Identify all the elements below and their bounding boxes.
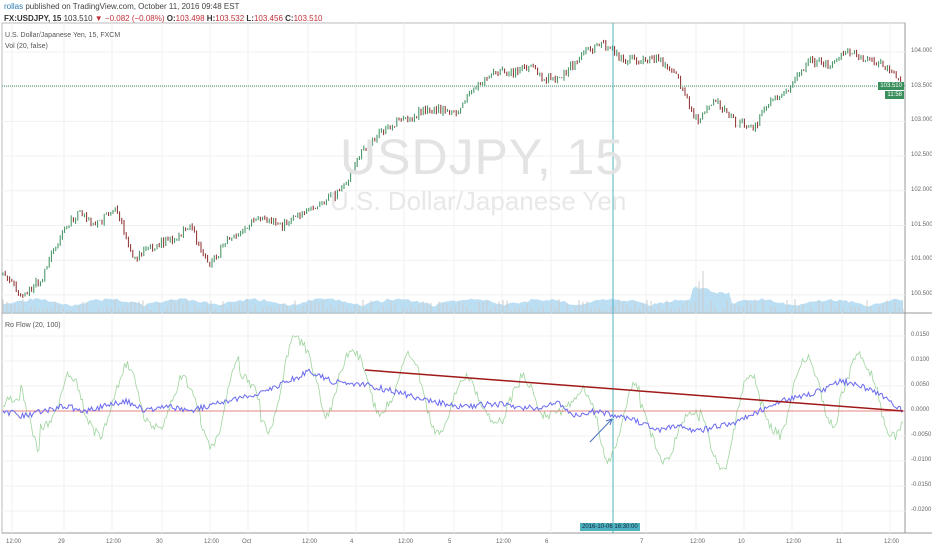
- ro-flow-line: [2, 368, 904, 434]
- price-tick: 104.000: [911, 48, 932, 54]
- open-label: O:: [166, 14, 176, 23]
- indicator-tick: -0.0050: [911, 432, 932, 438]
- change: −0.082 (−0.08%): [104, 14, 165, 23]
- price-tick: 103.500: [911, 82, 932, 89]
- price-tick: 103.000: [911, 117, 932, 124]
- price-tick: 102.500: [911, 152, 932, 159]
- time-tick: 12:00: [6, 539, 22, 545]
- time-tick: 12:00: [106, 539, 122, 545]
- last-price: 103.510: [63, 14, 93, 23]
- time-tick: 10: [738, 539, 745, 545]
- publish-info: rollas published on TradingView.com, Oct…: [4, 2, 239, 11]
- time-tick: 29: [58, 539, 65, 545]
- down-triangle-icon: ▼: [94, 14, 103, 23]
- indicator-tick: 0.0000: [911, 407, 930, 413]
- volume-area: [3, 286, 903, 313]
- last-price-badge: 103.510: [878, 82, 904, 90]
- indicator-tick: 0.0100: [911, 357, 930, 363]
- low-label: L:: [246, 14, 254, 23]
- author-link[interactable]: rollas: [4, 2, 24, 11]
- time-tick: 5: [448, 539, 452, 545]
- indicator-title: Ro Flow (20, 100): [5, 322, 61, 329]
- time-tick: 12:00: [302, 539, 318, 545]
- indicator-tick: -0.0100: [911, 457, 932, 463]
- time-tick: 4: [350, 539, 354, 545]
- time-tick: 6: [545, 539, 549, 545]
- symbol: FX:USDJPY, 15: [4, 14, 62, 23]
- trendline: [364, 369, 904, 412]
- indicator-tick: 0.0150: [911, 332, 930, 338]
- time-tick: 12:00: [690, 539, 706, 545]
- indicator-tick: 0.0050: [911, 382, 930, 388]
- volume-legend: Vol (20, false): [5, 43, 48, 50]
- time-tick: 12:00: [786, 539, 802, 545]
- time-tick: 12:00: [398, 539, 414, 545]
- indicator-tick: -0.0200: [911, 507, 932, 513]
- publish-text: published on TradingView.com, October 11…: [25, 2, 240, 11]
- time-tick: 12:00: [884, 539, 900, 545]
- price-tick: 101.000: [911, 256, 932, 263]
- price-tick: 100.500: [911, 290, 932, 297]
- price-tick: 101.500: [911, 221, 932, 228]
- price-tick: 102.000: [911, 186, 932, 193]
- time-tick: 12:00: [496, 539, 512, 545]
- close-value: 103.510: [293, 14, 323, 23]
- signal-line: [2, 335, 904, 471]
- indicator-tick: -0.0150: [911, 482, 932, 488]
- time-tick: 30: [156, 539, 163, 545]
- symbol-info: FX:USDJPY, 15 103.510 ▼ −0.082 (−0.08%) …: [4, 14, 323, 23]
- time-tick: Oct: [242, 539, 252, 545]
- arrow-shaft: [589, 418, 613, 443]
- low-value: 103.456: [253, 14, 283, 23]
- watermark-name: U.S. Dollar/Japanese Yen: [330, 186, 627, 216]
- time-tick: 11: [836, 539, 843, 545]
- time-tick: 12:00: [204, 539, 220, 545]
- crosshair-time-label: 2016-10-06 16:30:00: [580, 523, 640, 531]
- high-value: 103.532: [215, 14, 245, 23]
- time-tick: 7: [640, 539, 644, 545]
- countdown-badge: 11:58: [885, 91, 904, 99]
- high-label: H:: [206, 14, 216, 23]
- close-label: C:: [285, 14, 294, 23]
- open-value: 103.498: [175, 14, 205, 23]
- main-pane-title: U.S. Dollar/Japanese Yen, 15, FXCM: [5, 32, 121, 39]
- watermark-symbol: USDJPY, 15: [340, 129, 625, 185]
- arrow-icon: [605, 418, 613, 426]
